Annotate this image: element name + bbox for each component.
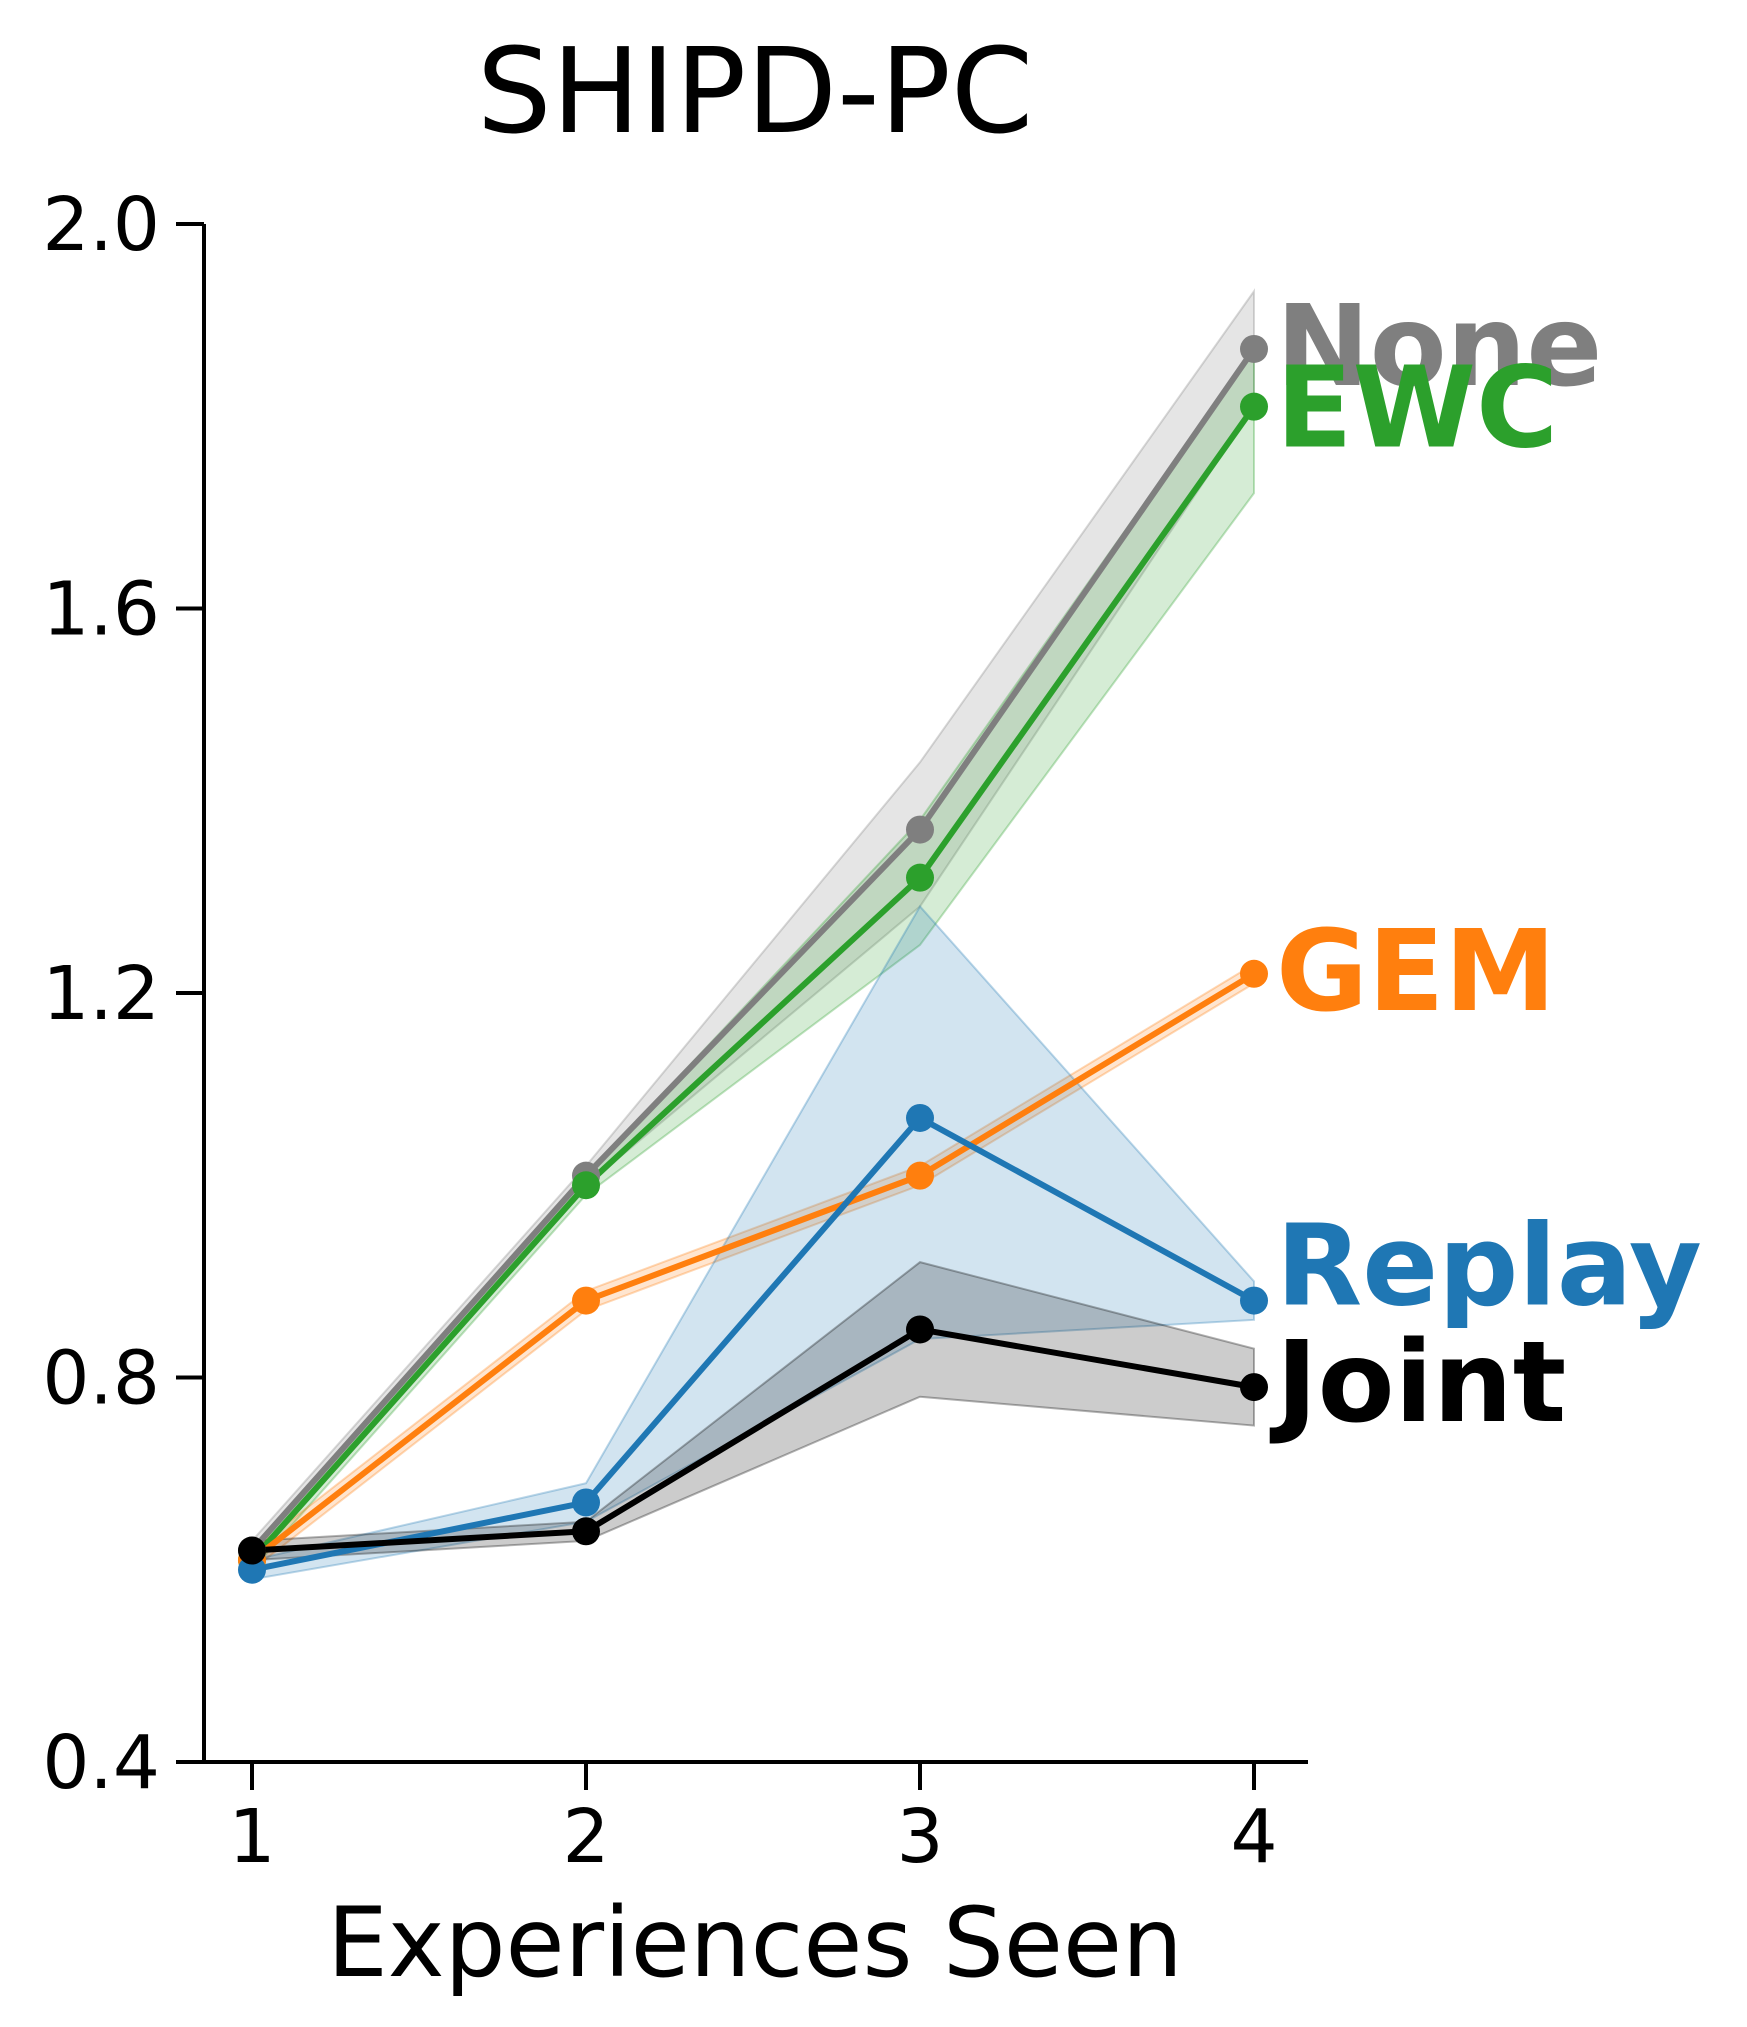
none-line xyxy=(249,347,1257,1553)
gem-point xyxy=(1240,959,1268,988)
joint-point xyxy=(238,1536,266,1565)
replay-series-label: Replay xyxy=(1276,1202,1702,1332)
ewc-line xyxy=(249,404,1257,1563)
ewc-point xyxy=(572,1171,600,1200)
replay-point xyxy=(238,1555,266,1584)
y-axis-ticks: 0.4 0.8 1.2 1.6 2.0 xyxy=(42,182,204,1806)
gem-point xyxy=(906,1161,934,1190)
y-tick-label: 0.8 xyxy=(42,1336,160,1422)
joint-line xyxy=(251,1326,1255,1554)
ewc-point xyxy=(1240,392,1268,421)
series-lines xyxy=(249,347,1257,1573)
replay-point xyxy=(572,1488,600,1517)
y-tick-label: 2.0 xyxy=(42,182,160,268)
joint-point xyxy=(572,1517,600,1546)
gem-line xyxy=(250,971,1256,1563)
replay-band xyxy=(251,904,1255,1581)
y-tick-label: 1.6 xyxy=(42,567,160,653)
x-tick-label: 3 xyxy=(896,1794,943,1880)
gem-series-label: GEM xyxy=(1276,907,1556,1037)
ewc-point xyxy=(906,863,934,892)
replay-point xyxy=(1240,1286,1268,1315)
series-points xyxy=(238,334,1268,1584)
joint-band xyxy=(251,1261,1255,1562)
x-axis-ticks: 1 2 3 4 xyxy=(228,1764,1278,1880)
y-tick-label: 1.2 xyxy=(42,951,160,1037)
y-tick-label: 0.4 xyxy=(42,1720,160,1806)
ewc-series-label: EWC xyxy=(1276,344,1558,474)
chart-title: SHIPD-PC xyxy=(477,22,1034,160)
joint-point xyxy=(906,1315,934,1344)
replay-point xyxy=(906,1103,934,1132)
none-point xyxy=(906,815,934,844)
x-tick-label: 2 xyxy=(562,1794,609,1880)
replay-line xyxy=(251,1114,1256,1573)
joint-series-label: Joint xyxy=(1269,1318,1566,1448)
none-point xyxy=(1240,334,1268,363)
x-axis-label: Experiences Seen xyxy=(327,1887,1183,1999)
x-tick-label: 4 xyxy=(1230,1794,1277,1880)
gem-point xyxy=(572,1286,600,1315)
x-tick-label: 1 xyxy=(228,1794,275,1880)
joint-point xyxy=(1240,1373,1268,1402)
none-series-label: None xyxy=(1276,282,1602,412)
